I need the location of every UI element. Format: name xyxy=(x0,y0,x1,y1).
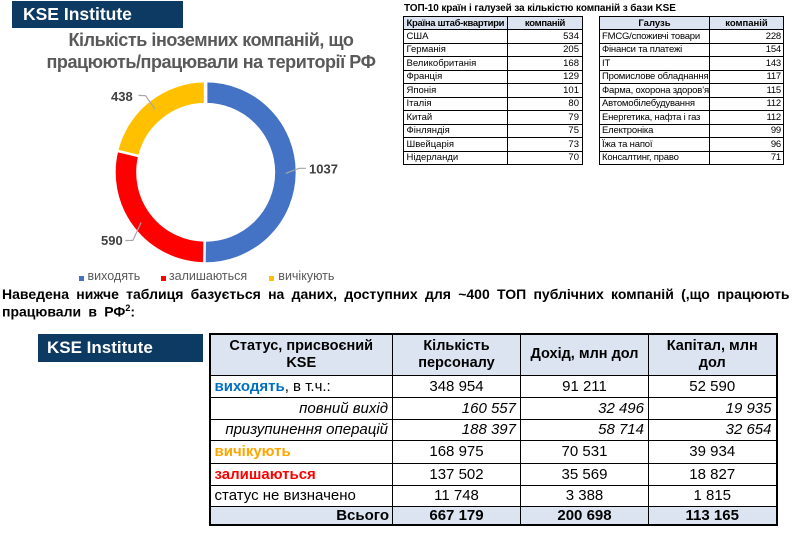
svg-text:438: 438 xyxy=(111,89,133,104)
svg-text:1037: 1037 xyxy=(309,162,338,177)
svg-text:590: 590 xyxy=(101,233,123,248)
